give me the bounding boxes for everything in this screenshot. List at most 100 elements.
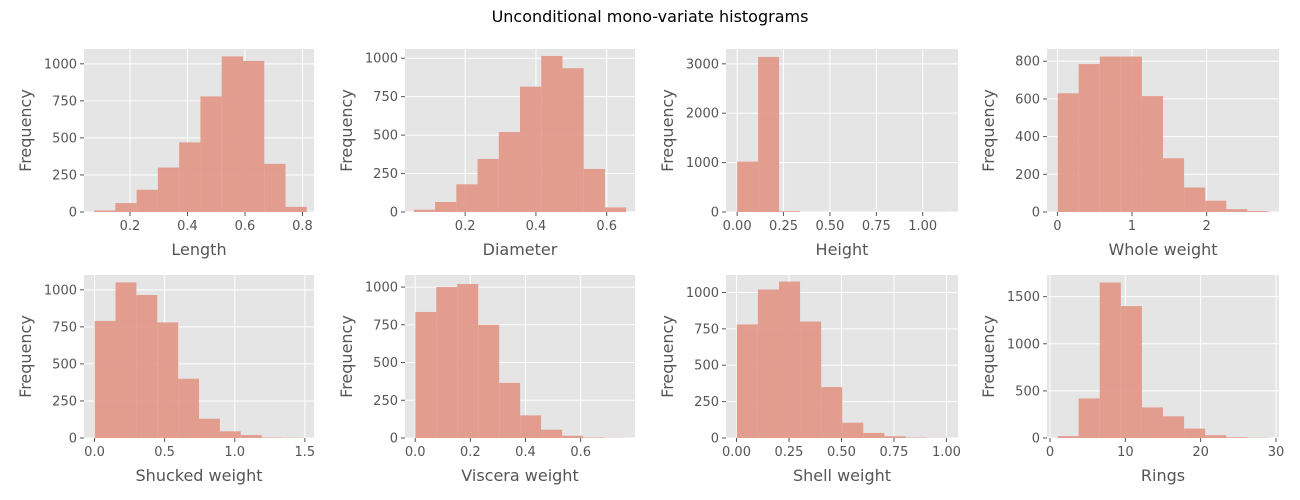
histogram-bar <box>1078 398 1100 438</box>
y-tick-label: 1000 <box>686 286 719 301</box>
y-tick-label: 1000 <box>1007 337 1040 352</box>
y-tick-label: 0 <box>69 432 77 447</box>
histogram-bar <box>884 436 906 438</box>
x-axis-label: Shucked weight <box>136 466 263 485</box>
histogram-bar <box>178 378 199 438</box>
x-tick-label: 0.50 <box>827 445 856 460</box>
histogram-bar <box>842 422 864 438</box>
histogram-bar <box>520 86 542 212</box>
histogram-bar <box>199 418 220 438</box>
x-axis-label: Shell weight <box>793 466 891 485</box>
x-tick-label: 0.2 <box>460 445 481 460</box>
histogram-bar <box>1141 407 1163 438</box>
y-tick-label: 0 <box>390 206 398 221</box>
y-tick-label: 250 <box>373 394 398 409</box>
x-tick-label: 1.0 <box>224 445 245 460</box>
y-tick-label: 500 <box>373 356 398 371</box>
histogram-bar <box>499 382 521 438</box>
histogram-bar <box>541 55 563 212</box>
histogram-bar <box>498 132 520 212</box>
x-tick-label: 0.0 <box>405 445 426 460</box>
histogram-bar <box>285 206 307 212</box>
subplot-2: 0 250 500 750 1000 0.2 0.4 0.6 Diameter Frequency <box>337 49 635 259</box>
x-axis-label: Viscera weight <box>461 466 578 485</box>
y-tick-label: 250 <box>52 394 77 409</box>
x-tick-label: 0.4 <box>526 219 547 234</box>
histogram-bar <box>136 295 158 438</box>
histogram-bar <box>1163 416 1185 438</box>
histogram-bar <box>478 324 500 438</box>
subplot-6: 0 250 500 750 1000 0.0 0.2 0.4 0.6 Viscera weight… <box>337 275 635 485</box>
y-axis-label: Frequency <box>337 315 356 398</box>
x-tick-label: 30 <box>1268 445 1285 460</box>
histogram-bar <box>1247 211 1269 212</box>
x-tick-label: 0.6 <box>596 219 617 234</box>
x-axis-label: Rings <box>1141 466 1185 485</box>
histogram-bar <box>157 167 180 212</box>
histogram-bar <box>477 158 499 212</box>
y-tick-label: 250 <box>52 168 77 183</box>
x-tick-label: 0.6 <box>570 445 591 460</box>
histogram-bar <box>1078 64 1100 213</box>
x-tick-label: 2 <box>1202 219 1210 234</box>
y-axis-label: Frequency <box>658 315 677 398</box>
histogram-bar <box>821 387 843 438</box>
y-tick-label: 2000 <box>686 107 719 122</box>
x-tick-label: 0.8 <box>292 219 313 234</box>
histogram-bar <box>94 210 116 212</box>
histogram-bar <box>200 96 222 212</box>
histogram-bar <box>736 324 758 438</box>
histogram-bar <box>415 311 437 438</box>
y-tick-label: 250 <box>694 395 719 410</box>
y-axis-label: Frequency <box>658 89 677 172</box>
histogram-bar <box>562 435 584 438</box>
y-tick-label: 1000 <box>686 156 719 171</box>
y-tick-label: 1000 <box>365 281 398 296</box>
subplot-5: 0 250 500 750 1000 0.0 0.5 1.0 1.5 Shucked weight… <box>16 275 315 485</box>
y-axis-label: Frequency <box>16 89 35 172</box>
figure-title: Unconditional mono-variate histograms <box>491 7 809 26</box>
x-tick-label: 0.75 <box>862 219 891 234</box>
y-axis-label: Frequency <box>16 315 35 398</box>
x-tick-label: 0.00 <box>723 219 752 234</box>
x-tick-label: 1 <box>1128 219 1136 234</box>
x-tick-label: 0.6 <box>235 219 256 234</box>
x-axis-label: Height <box>816 240 869 259</box>
histogram-bar <box>115 282 137 438</box>
histogram-bar <box>1057 436 1079 438</box>
histogram-bar <box>221 56 243 213</box>
x-tick-label: 1.5 <box>295 445 316 460</box>
y-tick-label: 0 <box>1032 206 1040 221</box>
histogram-bar <box>1163 158 1185 212</box>
histogram-bar <box>604 207 627 212</box>
y-axis-label: Frequency <box>337 89 356 172</box>
histogram-bar <box>456 184 478 212</box>
x-tick-label: 0.2 <box>120 219 141 234</box>
y-tick-label: 400 <box>1015 130 1040 145</box>
histogram-bar <box>800 321 822 438</box>
y-tick-label: 500 <box>694 359 719 374</box>
y-tick-label: 250 <box>373 167 398 182</box>
histogram-bar <box>562 68 584 212</box>
y-tick-label: 0 <box>711 432 719 447</box>
x-tick-label: 0.50 <box>815 219 844 234</box>
y-tick-label: 1000 <box>44 283 77 298</box>
subplot-1: 0 250 500 750 1000 0.2 0.4 0.6 0.8 Length Frequenc… <box>16 49 314 259</box>
histogram-bar <box>541 429 563 438</box>
x-tick-label: 20 <box>1192 445 1209 460</box>
y-tick-label: 0 <box>390 432 398 447</box>
histogram-bar <box>413 209 436 212</box>
y-tick-label: 500 <box>373 129 398 144</box>
histogram-bar <box>1226 209 1248 212</box>
y-tick-label: 500 <box>52 131 77 146</box>
x-tick-label: 0.0 <box>84 445 105 460</box>
histogram-bar <box>1205 435 1227 438</box>
y-tick-label: 750 <box>373 90 398 105</box>
x-tick-label: 0.5 <box>154 445 175 460</box>
y-tick-label: 0 <box>711 206 719 221</box>
x-axis-label: Length <box>171 240 226 259</box>
x-tick-label: 1.00 <box>908 219 937 234</box>
histogram-bar <box>1120 56 1142 213</box>
histogram-bar <box>1184 428 1206 438</box>
